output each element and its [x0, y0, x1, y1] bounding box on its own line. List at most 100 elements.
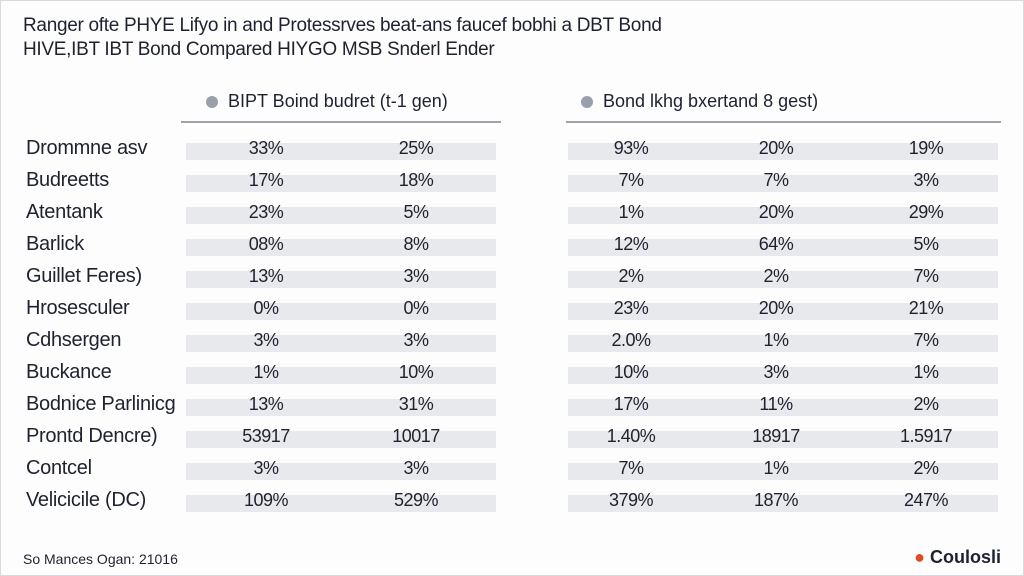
cell-value: 53917	[242, 426, 290, 446]
row-band	[568, 335, 998, 352]
cell-value: 18%	[398, 170, 434, 190]
cell-value: 8%	[403, 234, 429, 254]
row-band	[568, 143, 998, 160]
rule	[181, 121, 501, 123]
cell-value: 1%	[763, 330, 789, 350]
cell-value: 7%	[763, 170, 789, 190]
row-band	[186, 367, 496, 384]
cell-value: 20%	[758, 138, 794, 158]
cell-value: 18917	[752, 426, 800, 446]
cell-value: 23%	[248, 202, 284, 222]
cell-value: 3%	[913, 170, 939, 190]
row-band	[186, 431, 496, 448]
row-band	[186, 207, 496, 224]
cell-value: 17%	[613, 394, 649, 414]
rule	[566, 121, 1001, 123]
cell-value: 7%	[913, 266, 939, 286]
row-band	[568, 303, 998, 320]
cell-value: 13%	[248, 394, 284, 414]
row-band	[186, 175, 496, 192]
cell-value: 1%	[913, 362, 939, 382]
cell-value: 20%	[758, 202, 794, 222]
cell-value: 25%	[398, 138, 434, 158]
cell-value: 3%	[253, 458, 279, 478]
cell-value: 5%	[913, 234, 939, 254]
cell-value: 7%	[618, 458, 644, 478]
cell-value: 93%	[613, 138, 649, 158]
cell-value: 21%	[908, 298, 944, 318]
row-band	[186, 463, 496, 480]
cell-value: 3%	[253, 330, 279, 350]
cell-value: 10017	[392, 426, 440, 446]
cell-value: 19%	[908, 138, 944, 158]
cell-value: 529%	[393, 490, 439, 510]
cell-value: 2.0%	[611, 330, 651, 350]
cell-value: 1%	[618, 202, 644, 222]
cell-value: 1.5917	[899, 426, 953, 446]
cell-value: 20%	[758, 298, 794, 318]
group-label: Bond lkhg bxertand 8 gest)	[603, 91, 819, 111]
row-band	[568, 399, 998, 416]
logo: ● Coulosli	[914, 547, 1001, 567]
cell-value: 1.40%	[606, 426, 656, 446]
row-label: Velicicile (DC)	[26, 489, 146, 511]
row-label: Contcel	[26, 457, 92, 479]
cell-value: 3%	[403, 458, 429, 478]
row-label: Guillet Feres)	[26, 265, 142, 287]
row-band	[186, 495, 496, 512]
cell-value: 12%	[613, 234, 649, 254]
cell-value: 0%	[253, 298, 279, 318]
cell-value: 3%	[763, 362, 789, 382]
row-band	[186, 271, 496, 288]
cell-value: 17%	[248, 170, 284, 190]
cell-value: 13%	[248, 266, 284, 286]
cell-value: 7%	[618, 170, 644, 190]
group-header: Bond lkhg bxertand 8 gest)	[581, 91, 818, 112]
row-label: Barlick	[26, 233, 84, 255]
cell-value: 11%	[759, 394, 793, 414]
cell-value: 08%	[248, 234, 284, 254]
row-band	[568, 495, 998, 512]
row-band	[568, 239, 998, 256]
cell-value: 2%	[618, 266, 644, 286]
cell-value: 109%	[243, 490, 289, 510]
cell-value: 23%	[613, 298, 649, 318]
cell-value: 2%	[913, 394, 939, 414]
cell-value: 31%	[398, 394, 434, 414]
subtitle: HIVE,IBT IBT Bond Compared HIYGO MSB Snd…	[23, 39, 495, 60]
row-label: Atentank	[26, 201, 103, 223]
source: So Mances Ogan: 21016	[23, 551, 178, 567]
group-header: BIPT Boind budret (t-1 gen)	[206, 91, 448, 112]
row-band	[186, 239, 496, 256]
title: Ranger ofte PHYE Lifyo in and Protessrve…	[23, 15, 662, 36]
cell-value: 29%	[908, 202, 944, 222]
cell-value: 3%	[403, 266, 429, 286]
row-band	[568, 463, 998, 480]
row-label: Bodnice Parlinicg	[26, 393, 176, 415]
row-label: Buckance	[26, 361, 112, 383]
cell-value: 64%	[758, 234, 794, 254]
cell-value: 2%	[763, 266, 789, 286]
cell-value: 1%	[253, 362, 279, 382]
cell-value: 0%	[403, 298, 429, 318]
group-label: BIPT Boind budret (t-1 gen)	[228, 91, 448, 111]
cell-value: 247%	[903, 490, 949, 510]
row-label: Drommne asv	[26, 137, 148, 159]
logo-text: Coulosli	[930, 547, 1001, 567]
cell-value: 7%	[913, 330, 939, 350]
cell-value: 3%	[403, 330, 429, 350]
row-band	[568, 207, 998, 224]
cell-value: 10%	[398, 362, 434, 382]
cell-value: 2%	[913, 458, 939, 478]
row-label: Prontd Dencre)	[26, 425, 158, 447]
row-label: Hrosesculer	[26, 297, 130, 319]
cell-value: 1%	[763, 458, 789, 478]
row-band	[568, 271, 998, 288]
row-band	[568, 367, 998, 384]
row-band	[186, 335, 496, 352]
row-band	[186, 303, 496, 320]
row-label: Cdhsergen	[26, 329, 122, 351]
row-band	[568, 431, 998, 448]
row-band	[186, 399, 496, 416]
